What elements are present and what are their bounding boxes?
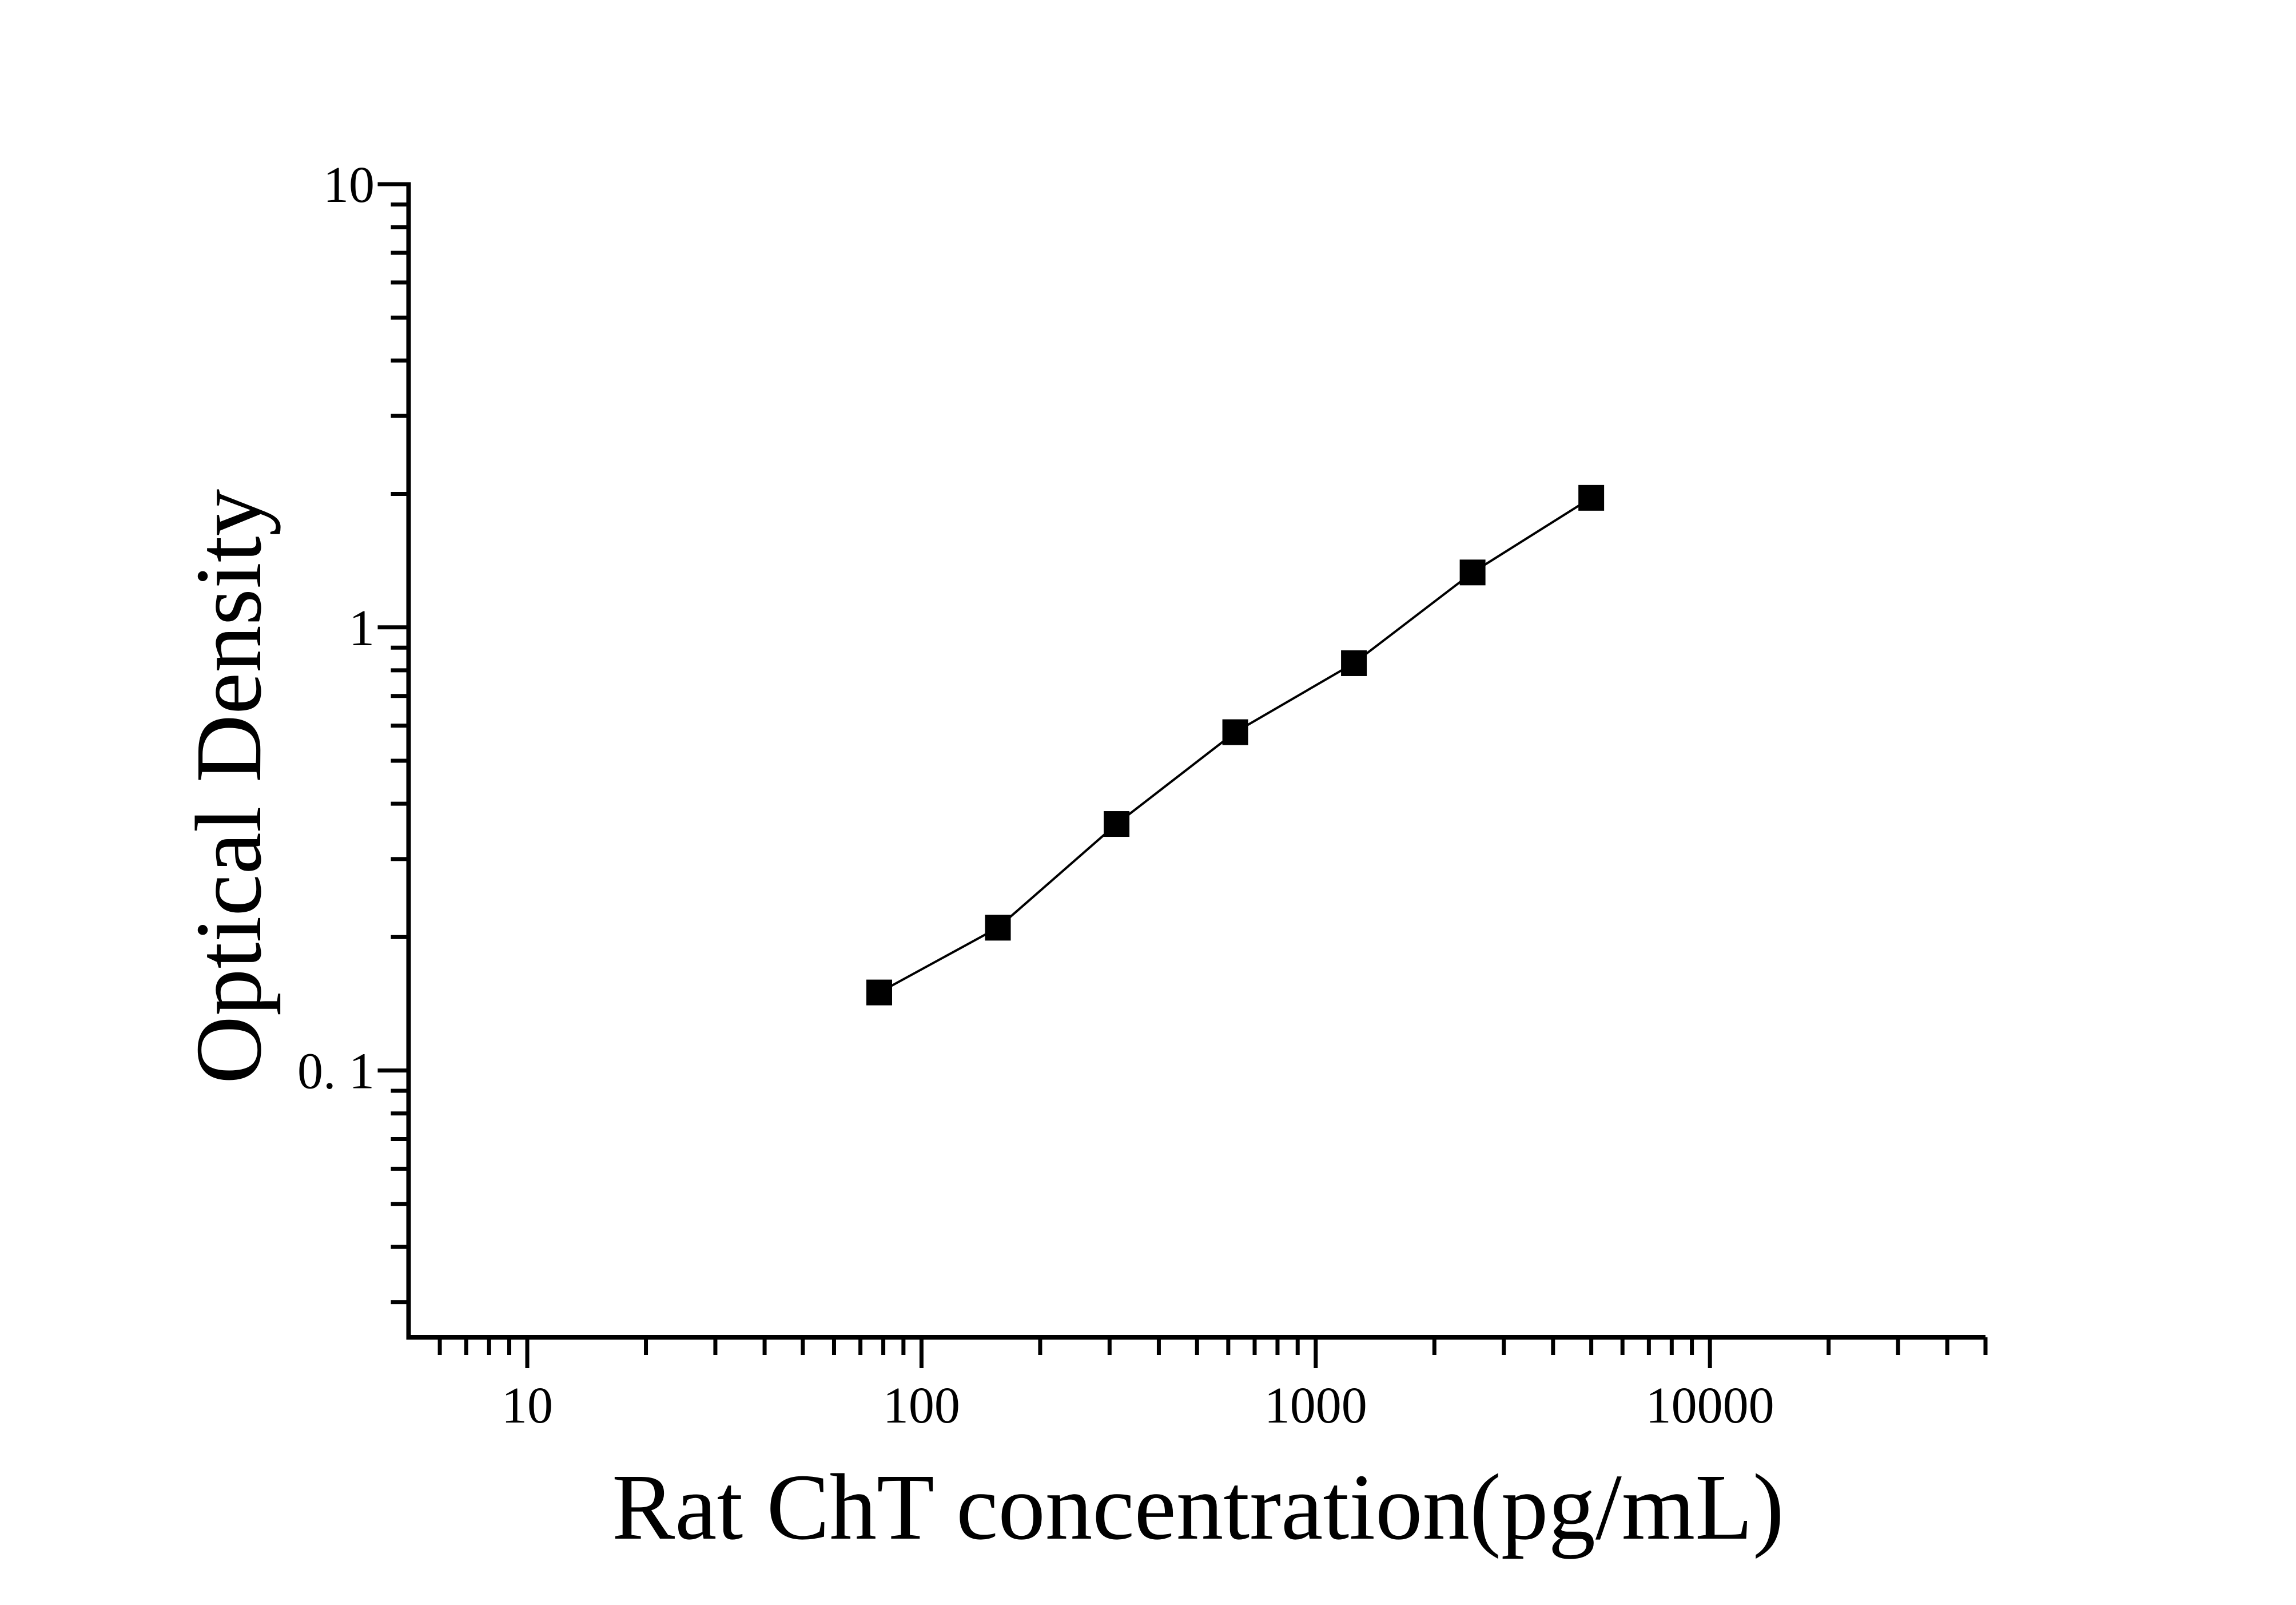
data-point-marker xyxy=(1222,719,1248,745)
y-tick-label: 10 xyxy=(323,157,375,213)
y-tick-label: 0. 1 xyxy=(297,1043,375,1100)
axis-spine xyxy=(406,182,1985,1340)
series-layer xyxy=(866,484,1605,1006)
data-point-marker xyxy=(1578,484,1605,511)
data-point-marker xyxy=(1104,811,1130,837)
x-axis-title: Rat ChT concentration(pg/mL) xyxy=(612,1455,1784,1559)
data-point-marker xyxy=(985,915,1011,941)
y-axis-title: Optical Density xyxy=(176,489,281,1084)
data-point-marker xyxy=(866,979,892,1006)
data-point-marker xyxy=(1459,559,1486,586)
x-tick-label: 1000 xyxy=(1264,1377,1367,1434)
x-tick-label: 100 xyxy=(883,1377,960,1434)
y-tick-label: 1 xyxy=(349,600,375,657)
data-point-marker xyxy=(1341,650,1367,676)
x-tick-label: 10000 xyxy=(1646,1377,1774,1434)
axes-layer: 10 100 1000 10000 0. 1 1 10 xyxy=(297,157,1988,1434)
x-tick-label: 10 xyxy=(502,1377,553,1434)
